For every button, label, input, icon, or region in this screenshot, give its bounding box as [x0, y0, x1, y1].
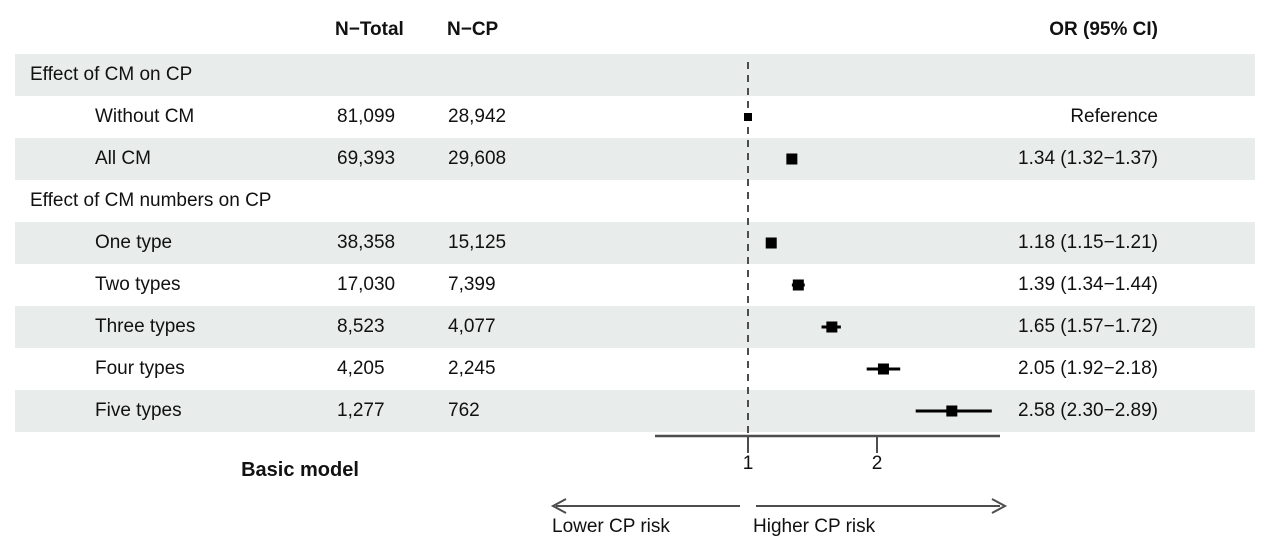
row-label: Two types	[95, 274, 181, 295]
model-name-label: Basic model	[241, 459, 359, 481]
table-row-section-effect-cm-numbers: Effect of CM numbers on CP	[15, 180, 1255, 222]
row-label: Effect of CM numbers on CP	[30, 190, 272, 211]
row-n-cp: 2,245	[448, 358, 496, 379]
row-n-total: 38,358	[337, 232, 396, 253]
row-n-cp: 762	[448, 400, 480, 421]
table-row-without-cm: Without CM 81,099 28,942 Reference	[15, 96, 1255, 138]
lower-risk-label: Lower CP risk	[552, 516, 670, 537]
row-label: Five types	[95, 400, 182, 421]
row-n-total: 69,393	[337, 148, 396, 169]
row-or-ci: 1.18 (1.15−1.21)	[1018, 232, 1158, 253]
column-header-n-total: N−Total	[335, 19, 404, 40]
row-n-cp: 15,125	[448, 232, 507, 253]
row-or-ci: 2.58 (2.30−2.89)	[1018, 400, 1158, 421]
row-n-cp: 28,942	[448, 106, 507, 127]
x-tick-label-2: 2	[871, 453, 883, 474]
row-n-cp: 4,077	[448, 316, 496, 337]
row-n-total: 81,099	[337, 106, 396, 127]
table-row-section-effect-cm: Effect of CM on CP	[15, 54, 1255, 96]
row-or-ci: 2.05 (1.92−2.18)	[1018, 358, 1158, 379]
table-row-two-types: Two types 17,030 7,399 1.39 (1.34−1.44)	[15, 264, 1255, 306]
table-row-one-type: One type 38,358 15,125 1.18 (1.15−1.21)	[15, 222, 1255, 264]
table-row-four-types: Four types 4,205 2,245 2.05 (1.92−2.18)	[15, 348, 1255, 390]
row-n-cp: 29,608	[448, 148, 507, 169]
row-label: One type	[95, 232, 173, 253]
row-label: Four types	[95, 358, 185, 379]
row-label: Effect of CM on CP	[30, 64, 193, 85]
table-row-three-types: Three types 8,523 4,077 1.65 (1.57−1.72)	[15, 306, 1255, 348]
higher-risk-label: Higher CP risk	[753, 516, 876, 537]
lower-risk-arrow	[550, 498, 740, 514]
row-label: Three types	[95, 316, 196, 337]
x-tick-label-1: 1	[742, 453, 754, 474]
row-or-ci: Reference	[1070, 106, 1158, 127]
row-or-ci: 1.39 (1.34−1.44)	[1018, 274, 1158, 295]
row-n-total: 17,030	[337, 274, 396, 295]
row-n-total: 4,205	[337, 358, 385, 379]
table-row-all-cm: All CM 69,393 29,608 1.34 (1.32−1.37)	[15, 138, 1255, 180]
table-row-five-types: Five types 1,277 762 2.58 (2.30−2.89)	[15, 390, 1255, 432]
column-header-n-cp: N−CP	[447, 19, 499, 40]
higher-risk-arrow	[756, 498, 1008, 514]
row-n-total: 1,277	[337, 400, 385, 421]
row-n-total: 8,523	[337, 316, 385, 337]
row-or-ci: 1.65 (1.57−1.72)	[1018, 316, 1158, 337]
row-n-cp: 7,399	[448, 274, 496, 295]
row-or-ci: 1.34 (1.32−1.37)	[1018, 148, 1158, 169]
row-label: Without CM	[95, 106, 195, 127]
column-header-or-ci: OR (95% CI)	[1049, 19, 1158, 40]
row-label: All CM	[95, 148, 151, 169]
